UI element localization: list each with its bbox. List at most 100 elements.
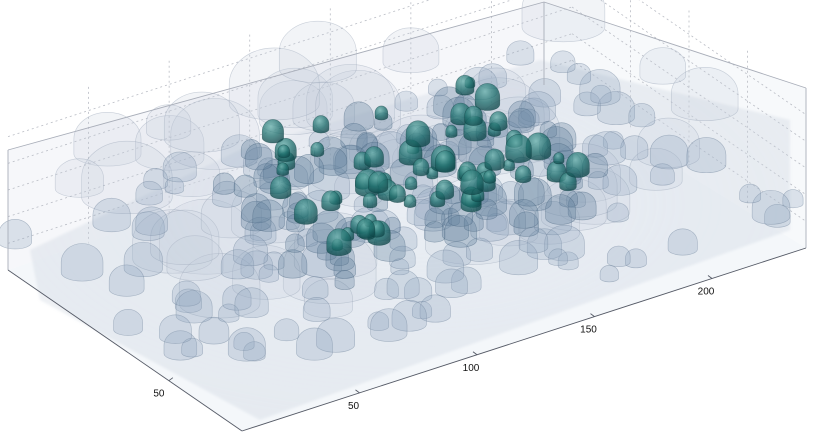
outer-cell [637,117,700,168]
outer-cell [521,0,606,43]
outer-cell [382,27,440,73]
outer-cell [232,245,301,300]
mid-cell [404,277,433,303]
core-cell [435,179,455,200]
mid-cell [548,248,568,266]
core-cell [559,172,577,192]
core-cell [460,169,484,195]
core-cell [270,175,292,200]
mid-cell [587,131,626,166]
core-cell [389,184,406,203]
mid-cell [751,190,791,225]
x-tick [590,313,595,317]
mid-cell [222,284,252,311]
mid-cell [606,245,631,267]
mid-cell [302,297,331,322]
mid-cell [606,202,629,223]
mid-cell [426,249,465,284]
mid-cell [390,258,410,276]
core-cell [489,111,508,132]
mid-cell [171,280,201,307]
mid-cell [234,287,269,319]
mid-cell [296,327,333,361]
y-axis: 50 [153,377,174,400]
mid-cell [374,277,399,300]
inner-cell [233,174,257,198]
mid-cell [108,264,145,297]
mid-cell [389,245,416,270]
mid-cell [233,234,268,267]
x-tick [355,389,360,394]
inner-cell [294,154,325,184]
mid-cell [220,134,258,168]
mid-cell [198,316,230,345]
core-cell [362,192,378,209]
mid-cell [518,226,549,254]
mid-cell [220,249,255,280]
mid-cell [92,197,131,233]
x-tick-label: 100 [463,363,480,374]
inner-cell [278,249,308,279]
x-tick [707,275,713,279]
mid-cell [0,218,32,250]
mid-cell [579,69,621,107]
inner-cell [213,172,236,195]
inner-cell [333,256,356,279]
core-cell [276,162,289,177]
mid-cell [667,228,698,256]
mid-cell [164,177,184,195]
outer-cell [73,111,142,167]
mid-cell [499,240,539,276]
mid-cell [466,237,493,262]
inner-cell [545,194,576,225]
mid-cell [597,91,635,125]
mid-cell [764,204,791,228]
core-cell [484,148,505,171]
core-cell [261,119,284,144]
x-tick [472,351,478,356]
edge-top-right [543,1,807,89]
mid-cell [143,168,168,190]
mid-cell [218,303,240,323]
inner-cell [423,221,446,243]
mid-cell [419,294,451,323]
mid-cell [163,330,198,361]
inner-cell [240,200,272,232]
mid-cell [602,164,638,196]
core-cell [455,74,475,96]
mid-cell [302,276,329,300]
mid-cell [686,137,727,173]
core-cell [364,146,384,168]
mid-cell [370,308,408,342]
mid-cell [506,40,535,66]
core-cell [515,165,532,184]
core-cell [505,134,532,164]
mid-cell [518,97,550,126]
edge-top-left [7,1,545,151]
y-tick [168,377,174,382]
inner-cell [240,139,262,160]
mid-cell [590,84,612,104]
mid-cell [782,189,804,209]
mid-cell [135,206,168,236]
outer-cell [163,91,240,153]
outer-cell [135,115,205,171]
mid-cell [258,264,279,283]
core-cell [553,152,565,165]
outer-cell [166,235,224,281]
inner-cell [509,199,539,229]
outer-cell [292,81,355,132]
core-cell [356,218,376,239]
outer-cell [278,20,357,84]
core-cell [403,194,417,208]
mid-cell [566,63,592,85]
mid-cell [582,134,608,158]
outer-cell [163,151,221,198]
core-cell [474,83,501,111]
mid-cell [123,242,163,277]
x-tick-label: 150 [580,325,597,336]
core-cell [277,144,290,159]
core-cell [445,124,458,138]
